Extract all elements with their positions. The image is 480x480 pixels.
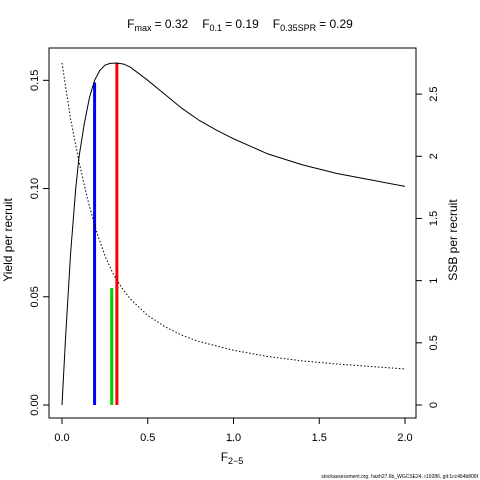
y-axis-left: 0.00 0.05 0.10 0.15 <box>29 70 50 416</box>
x-tick-label: 2.0 <box>397 432 412 444</box>
yield-per-recruit-line <box>61 62 406 406</box>
y-left-tick-label: 0.00 <box>29 394 41 415</box>
x-axis-label-bar: ‾ <box>227 439 233 453</box>
y-right-tick-label: 1 <box>428 278 440 284</box>
y-axis-label-left: Yield per recruit <box>1 198 15 282</box>
fspr-symbol: F <box>273 17 280 31</box>
chart-title: Fmax = 0.32 F0.1 = 0.19 F0.35SPR = 0.29 <box>127 17 353 33</box>
y-right-tick-label: 2 <box>428 153 440 159</box>
x-axis-label-subscript: 2−5 <box>228 456 243 466</box>
y-right-tick-label: 0 <box>428 402 440 408</box>
fmax-symbol: F <box>127 17 134 31</box>
ssb-per-recruit-line <box>61 62 406 370</box>
fspr-value: = 0.29 <box>319 17 353 31</box>
x-tick-label: 0.0 <box>54 432 69 444</box>
y-left-tick-label: 0.05 <box>29 286 41 307</box>
y-right-tick-label: 1.5 <box>428 211 440 226</box>
reference-lines <box>93 63 119 405</box>
x-tick-label: 0.5 <box>140 432 155 444</box>
fspr-subscript: 0.35SPR <box>280 23 317 33</box>
x-axis-label: F2−5 <box>221 450 244 466</box>
f01-subscript: 0.1 <box>210 23 223 33</box>
x-tick-label: 1.5 <box>312 432 327 444</box>
y-axis-label-right: SSB per recruit <box>446 199 460 281</box>
y-right-tick-label: 2.5 <box>428 86 440 101</box>
y-right-tick-label: 0.5 <box>428 335 440 350</box>
x-axis-label-main: F <box>221 450 228 464</box>
y-axis-right: 0 0.5 1 1.5 2 2.5 <box>415 86 440 408</box>
x-axis: 0.0 0.5 1.0 1.5 2.0 <box>54 417 413 444</box>
y-left-tick-label: 0.15 <box>29 70 41 91</box>
f01-symbol: F <box>202 17 209 31</box>
x-tick-label: 1.0 <box>226 432 241 444</box>
footer-text: stockassessment.org, hash27.6b_WGCSE24, … <box>321 474 478 480</box>
fmax-subscript: max <box>134 23 152 33</box>
plot-frame <box>48 47 417 419</box>
f01-value: = 0.19 <box>225 17 259 31</box>
series-group <box>61 62 406 406</box>
y-left-tick-label: 0.10 <box>29 178 41 199</box>
fmax-value: = 0.32 <box>155 17 189 31</box>
